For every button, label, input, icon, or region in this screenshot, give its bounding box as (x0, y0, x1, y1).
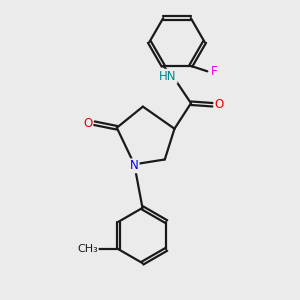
Text: HN: HN (159, 70, 177, 83)
Text: O: O (214, 98, 224, 111)
Text: CH₃: CH₃ (77, 244, 98, 254)
Text: O: O (83, 117, 92, 130)
Text: F: F (211, 65, 217, 78)
Text: N: N (130, 159, 139, 172)
